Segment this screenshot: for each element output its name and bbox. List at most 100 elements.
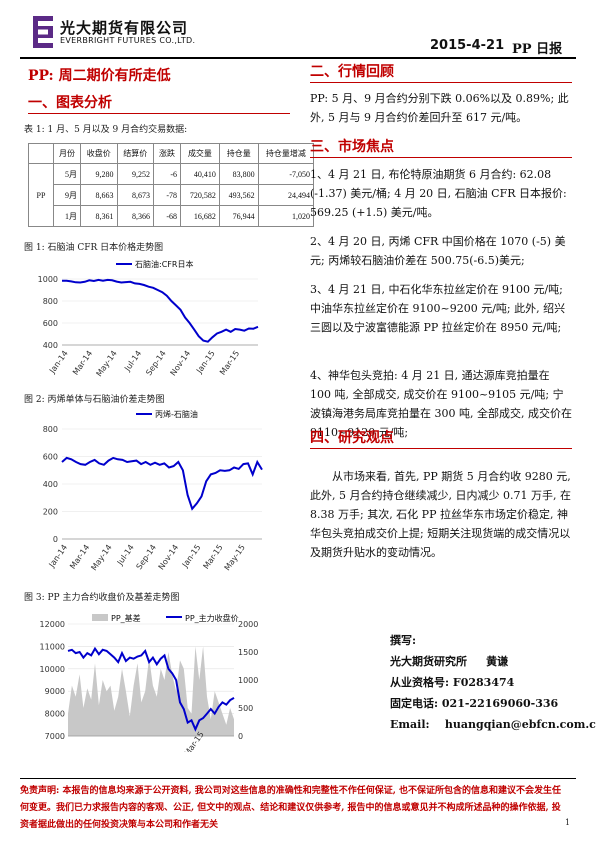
y-tick-label: 10000 — [40, 665, 65, 674]
y2-tick-label: 2000 — [238, 620, 258, 629]
series-area-basis — [68, 646, 234, 736]
focus-item: 3、4 月 21 日, 中石化华东拉丝定价在 9100 元/吨; 中油华东拉丝定… — [310, 283, 566, 334]
table-header: 结算价 — [116, 143, 154, 164]
table-cell: 9,252 — [116, 163, 154, 185]
table-cell: 1月 — [52, 205, 82, 227]
table-row: PP 5月 9,280 9,252 -6 40,410 83,800 -7,05… — [28, 163, 315, 227]
author-org: 光大期货研究所 — [390, 655, 467, 668]
y-tick-label: 600 — [43, 319, 58, 328]
x-tick-label: Mar-14 — [68, 543, 91, 571]
table-cell: 24,494 — [257, 184, 315, 206]
y2-tick-label: 0 — [238, 732, 243, 741]
section3-title: 三、市场焦点 — [310, 139, 394, 155]
table-header: 月份 — [52, 143, 82, 164]
page-number: 1 — [565, 818, 571, 827]
x-tick-label: Nov-14 — [169, 349, 193, 377]
main-title: PP: 周二期价有所走低 — [28, 68, 171, 84]
table-cell: 16,682 — [180, 205, 220, 227]
table-cell: 76,944 — [218, 205, 259, 227]
x-tick-label: Sep-14 — [135, 543, 159, 571]
series-line-close — [67, 646, 235, 732]
x-tick-label: Sep-14 — [144, 349, 168, 377]
x-tick-label: Nov-14 — [157, 543, 181, 571]
table-cell: -78 — [152, 184, 182, 206]
section1-title: 一、图表分析 — [28, 95, 112, 111]
section1-divider — [28, 113, 290, 114]
y-tick-label: 12000 — [40, 620, 65, 629]
section4-divider — [310, 448, 572, 449]
figure3-caption: 图 3: PP 主力合约收盘价及基差走势图 — [24, 593, 180, 603]
table-cell: 493,562 — [218, 184, 259, 206]
table-caption: 表 1: 1 月、5 月以及 9 月合约交易数据: — [24, 125, 188, 135]
table-cell: 8,673 — [116, 184, 154, 206]
y-tick-label: 11000 — [40, 642, 65, 651]
email-address[interactable]: huangqian@ebfcn.com.cn — [444, 718, 596, 731]
focus-item: 2、4 月 20 日, 丙烯 CFR 中国价格在 1070 (-5) 美元; 丙… — [310, 235, 566, 267]
license-line: 从业资格号: F0283474 — [390, 672, 596, 693]
license-number: F0283474 — [452, 676, 515, 689]
y2-tick-label: 500 — [238, 704, 253, 713]
product-cell: PP — [28, 163, 54, 227]
company-name-en: EVERBRIGHT FUTURES CO.,LTD. — [60, 36, 196, 45]
x-tick-label: Mar-15 — [202, 543, 225, 571]
legend-swatch — [92, 614, 108, 621]
y-tick-label: 0 — [53, 535, 58, 544]
x-tick-label: Jan-15 — [194, 349, 217, 376]
table-header: 持仓量增减 — [257, 143, 315, 164]
table-header: 收盘价 — [80, 143, 118, 164]
section2-divider — [310, 82, 572, 83]
author-name: 黄谦 — [486, 655, 509, 668]
table-cell: 8,366 — [116, 205, 154, 227]
table-header-row: 月份 收盘价 结算价 涨跌 成交量 持仓量 持仓量增减 — [28, 143, 315, 164]
table-row: 1月 8,361 8,366 -68 16,682 76,944 1,020 — [29, 205, 315, 227]
legend-label: 石脑油:CFR日本 — [135, 259, 193, 269]
phone-line: 固定电话: 021-22169060-336 — [390, 693, 596, 714]
table-header: 持仓量 — [218, 143, 259, 164]
table-cell: -68 — [152, 205, 182, 227]
series-line — [61, 456, 263, 511]
figure2-caption: 图 2: 丙烯单体与石脑油价差走势图 — [24, 395, 165, 405]
phone-number: 021-22169060-336 — [441, 697, 559, 710]
x-tick-label: May-15 — [223, 543, 247, 572]
x-tick-label: May-14 — [89, 543, 113, 572]
naphtha-price-chart: 400 600 800 1000 Jan-14 Mar-14 May-14 Jul-14 Sep… — [28, 253, 263, 385]
author-label: 撰写: — [390, 634, 417, 647]
focus-item: 1、4 月 21 日, 布伦特原油期货 6 月合约: 62.08 (-1.37)… — [310, 168, 567, 219]
x-tick-label: Jul-14 — [115, 543, 136, 568]
research-view-text: 从市场来看, 首先, PP 期货 5 月合约收 9280 元, 此外, 5 月合… — [310, 470, 571, 559]
pp-close-basis-chart: 7000 8000 9000 10000 11000 12000 0 500 1000 1500 2… — [28, 612, 268, 752]
table-cell: 5月 — [52, 163, 82, 185]
report-name: PP 日报 — [512, 42, 563, 57]
section3-divider — [310, 157, 572, 158]
series-line — [62, 278, 259, 343]
table-header: 成交量 — [180, 143, 220, 164]
company-logo-icon — [33, 16, 53, 48]
y-tick-label: 200 — [43, 508, 58, 517]
table-cell: 9,280 — [80, 163, 118, 185]
legend-label: PP_主力收盘价 — [185, 613, 239, 623]
y-tick-label: 400 — [43, 480, 58, 489]
y-tick-label: 800 — [43, 425, 58, 434]
table-row: 9月 8,663 8,673 -78 720,582 493,562 24,49… — [29, 184, 315, 206]
company-name-cn: 光大期货有限公司 — [60, 19, 189, 37]
y-tick-label: 9000 — [45, 687, 65, 696]
email-label: Email: — [390, 718, 430, 731]
legend-label: 丙烯-石脑油 — [155, 409, 198, 419]
y-tick-label: 600 — [43, 453, 58, 462]
footer-divider — [20, 778, 576, 779]
focus-item: 4、神华包头竞拍: 4 月 21 日, 通达源库竞拍量在 100 吨, 全部成交… — [310, 369, 572, 439]
header-divider — [20, 57, 576, 59]
y-tick-label: 1000 — [38, 275, 58, 284]
table-cell: -7,050 — [257, 163, 315, 185]
legend-label: PP_基差 — [111, 613, 141, 623]
x-tick-label: Jan-15 — [180, 543, 203, 570]
phone-label: 固定电话: — [390, 697, 439, 710]
market-review-text: PP: 5 月、9 月合约分别下跌 0.06%以及 0.89%; 此外, 5 月… — [310, 92, 569, 124]
figure1-caption: 图 1: 石脑油 CFR 日本价格走势图 — [24, 243, 164, 253]
table-cell: -6 — [152, 163, 182, 185]
table-cell: 8,361 — [80, 205, 118, 227]
table-cell: 9月 — [52, 184, 82, 206]
author-line: 光大期货研究所 黄谦 — [390, 651, 596, 672]
table-cell: 1,020 — [257, 205, 315, 227]
author-block: 撰写: 光大期货研究所 黄谦 从业资格号: F0283474 固定电话: 021… — [390, 630, 596, 735]
